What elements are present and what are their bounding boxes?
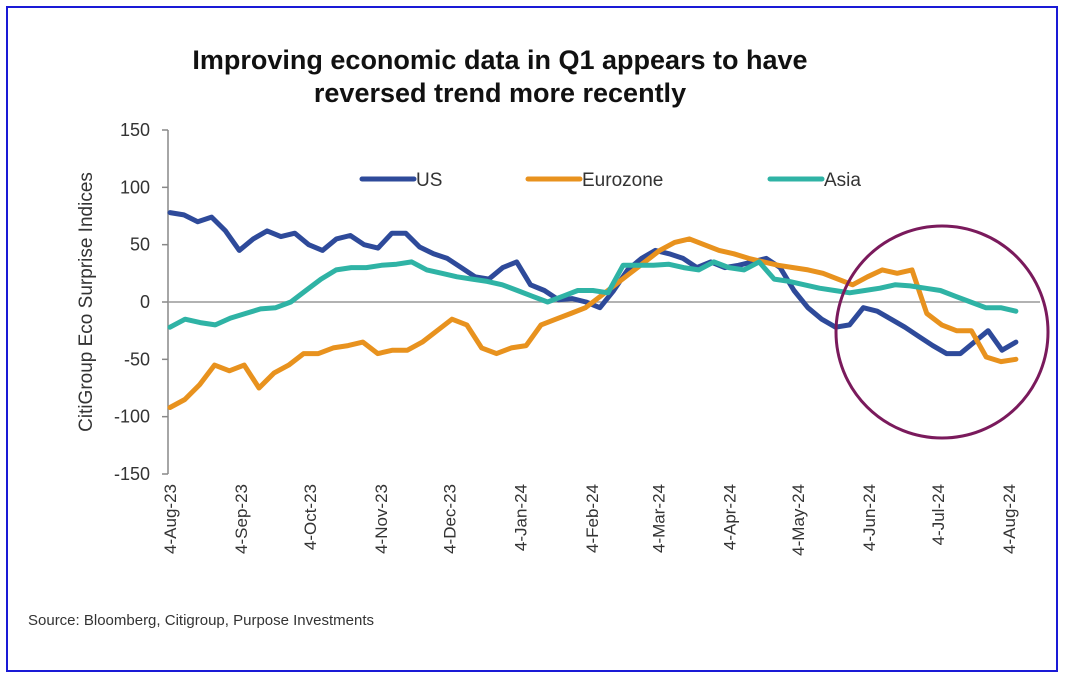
- y-axis-label: CitiGroup Eco Surprise Indices: [76, 172, 97, 432]
- chart-title-line-1: Improving economic data in Q1 appears to…: [192, 45, 808, 75]
- x-tick-label: 4-Mar-24: [649, 484, 668, 553]
- chart-frame: [6, 6, 1058, 672]
- chart-title: Improving economic data in Q1 appears to…: [0, 44, 1000, 110]
- x-tick-label: 4-Jul-24: [929, 484, 948, 545]
- x-tick-label: 4-Nov-23: [372, 484, 391, 554]
- x-tick-label: 4-Dec-23: [441, 484, 460, 554]
- x-tick-label: 4-Sep-23: [232, 484, 251, 554]
- x-tick-label: 4-Jan-24: [512, 484, 531, 551]
- legend-label-us: US: [416, 170, 442, 191]
- series-line-eurozone: [167, 236, 1019, 410]
- y-tick-label: -100: [114, 407, 150, 427]
- highlight-circle: [834, 224, 1050, 440]
- x-tick-label: 4-Oct-23: [301, 484, 320, 550]
- x-axis: 4-Aug-23 4-Sep-23 4-Oct-23 4-Nov-23 4-Dec-23…: [161, 484, 1019, 556]
- x-tick-label: 4-Apr-24: [720, 484, 739, 550]
- legend: US Eurozone Asia: [359, 170, 861, 191]
- x-tick-label: 4-May-24: [789, 484, 808, 556]
- y-tick-label: 0: [140, 292, 150, 312]
- series-line-asia: [167, 259, 1019, 330]
- x-tick-label: 4-Aug-24: [1000, 484, 1019, 554]
- x-tick-label: 4-Jun-24: [860, 484, 879, 551]
- legend-label-asia: Asia: [824, 170, 861, 191]
- series-line-us: [167, 210, 1019, 357]
- y-tick-label: -50: [124, 349, 150, 369]
- x-tick-label: 4-Feb-24: [583, 484, 602, 553]
- y-tick-label: 100: [120, 177, 150, 197]
- series-lines: [167, 210, 1019, 410]
- y-tick-label: 150: [120, 120, 150, 140]
- legend-label-eurozone: Eurozone: [582, 170, 663, 191]
- chart-title-line-2: reversed trend more recently: [313, 78, 687, 108]
- y-tick-label: 50: [130, 235, 150, 255]
- x-tick-label: 4-Aug-23: [161, 484, 180, 554]
- source-note: Source: Bloomberg, Citigroup, Purpose In…: [28, 612, 375, 629]
- y-tick-label: -150: [114, 464, 150, 484]
